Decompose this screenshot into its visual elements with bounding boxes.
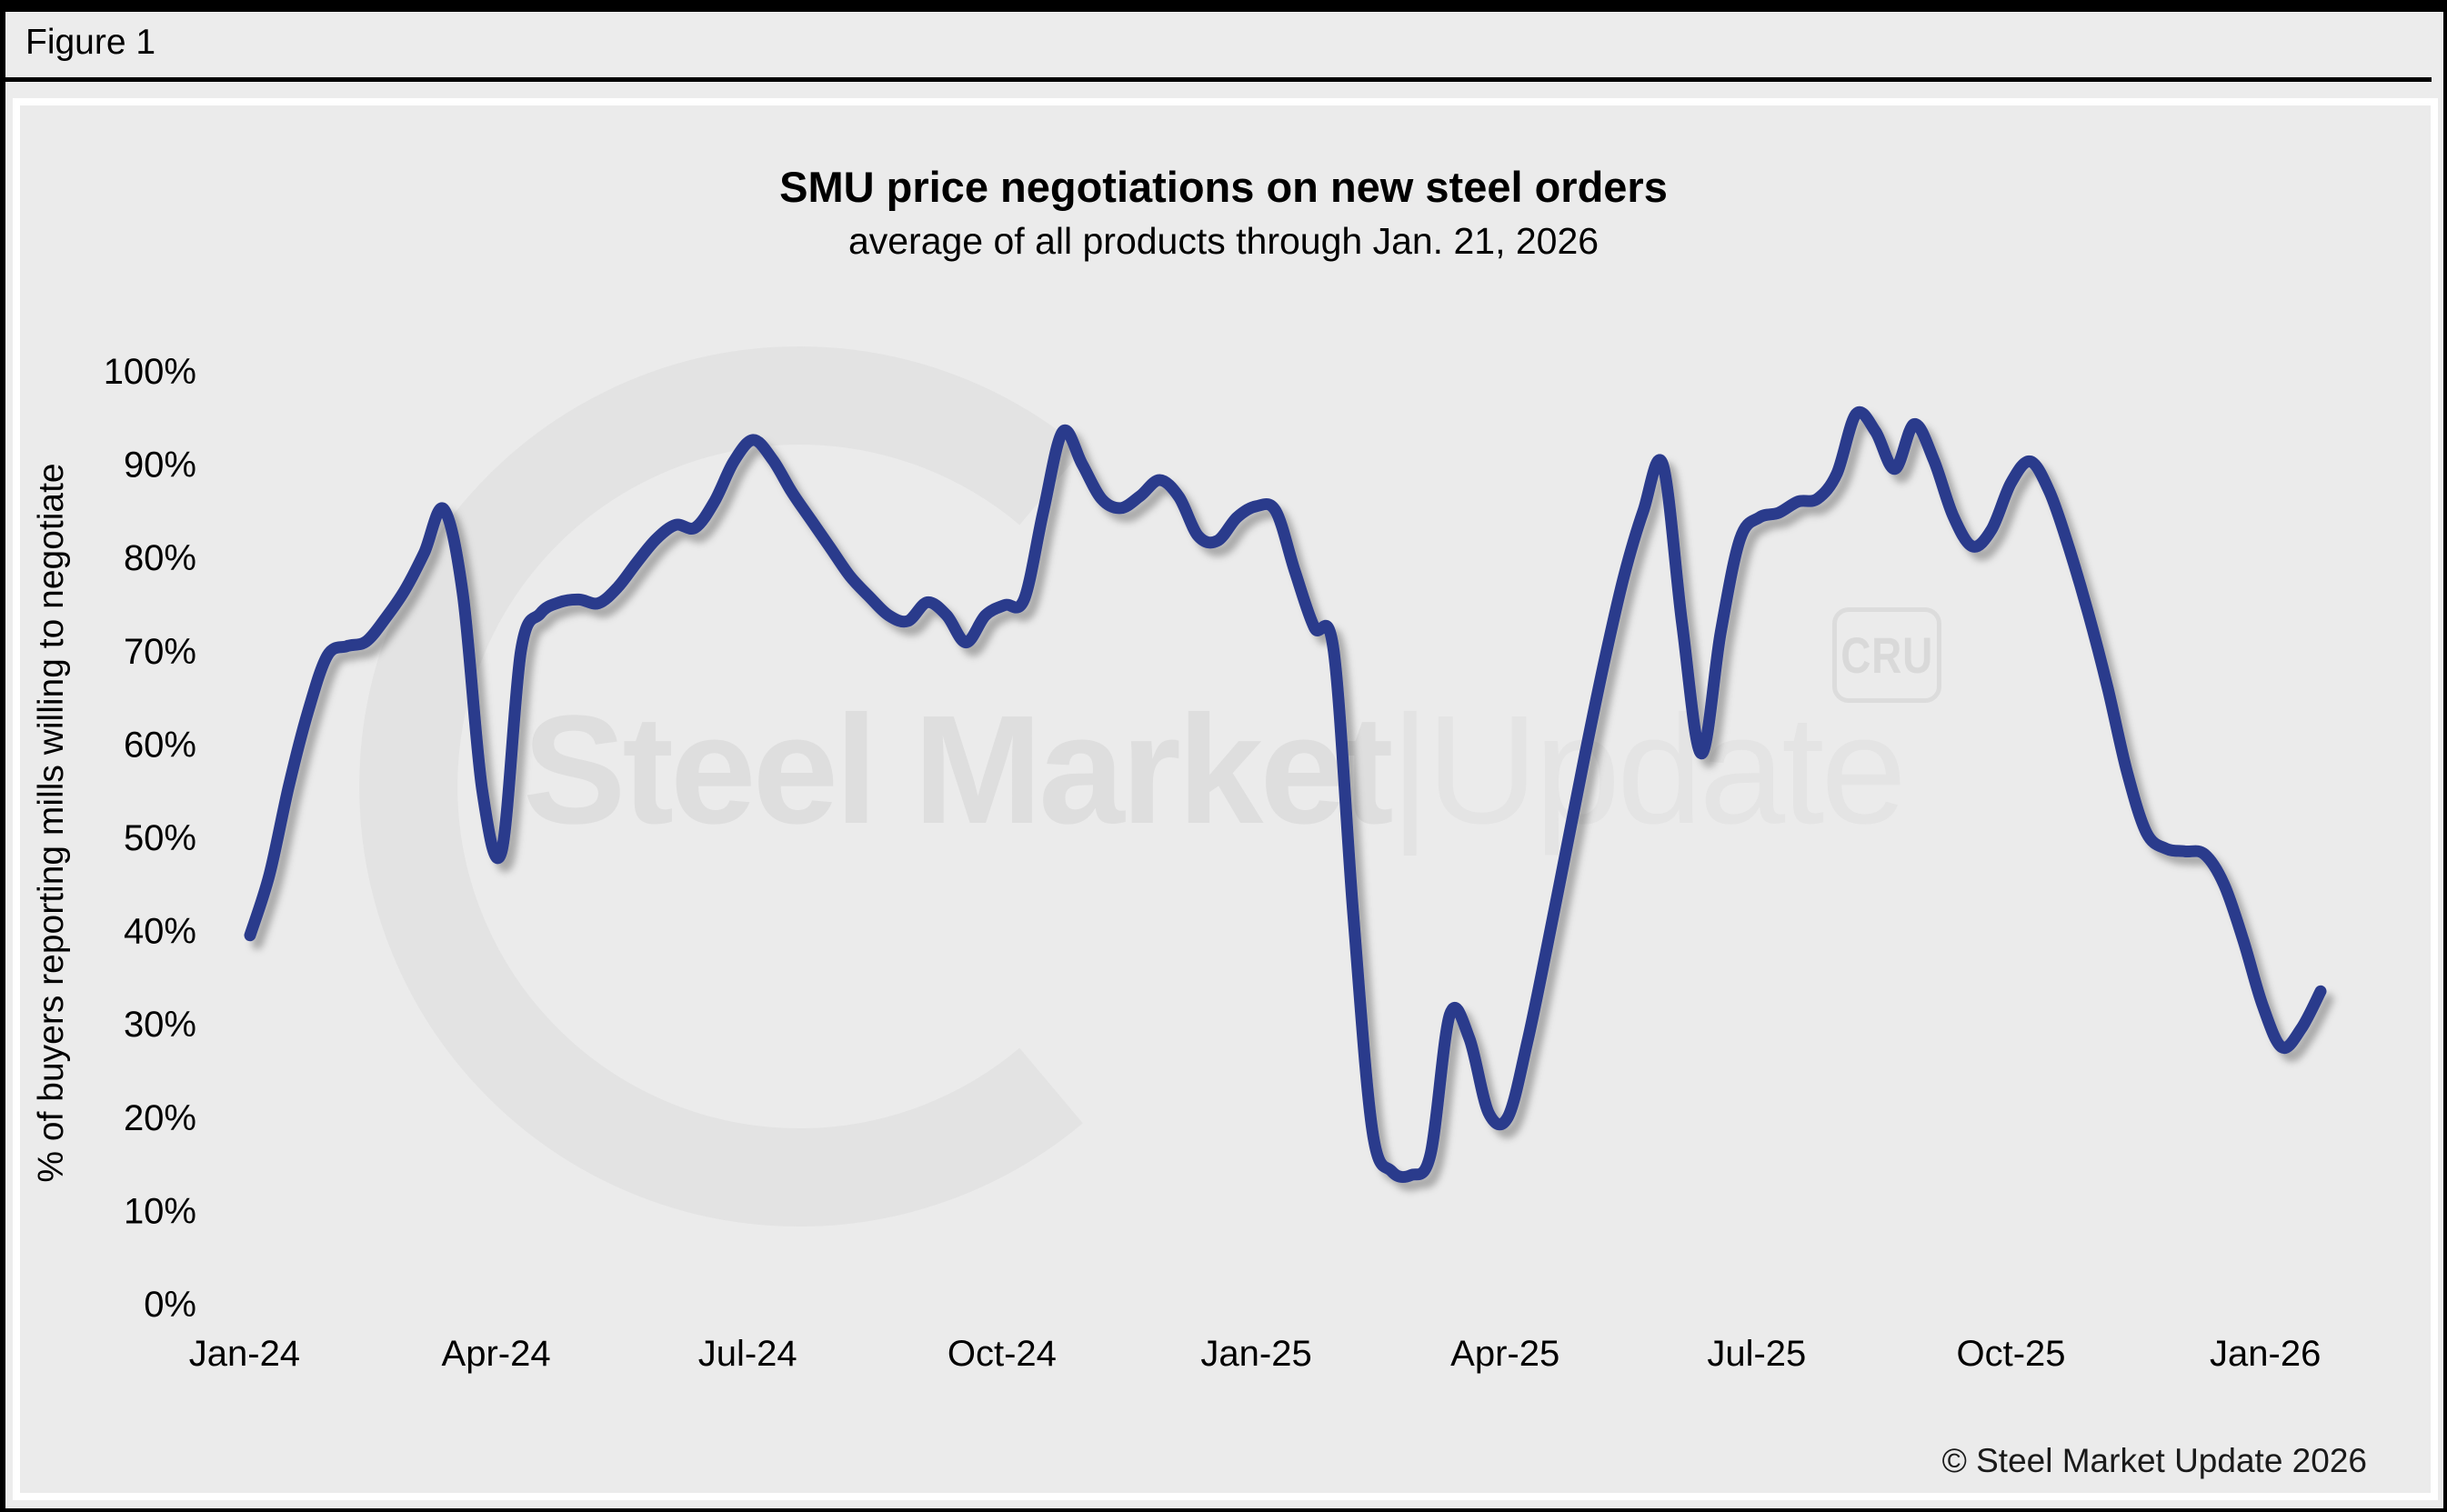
figure-label: Figure 1 <box>25 23 156 62</box>
cru-logo-text: CRU <box>1840 626 1933 684</box>
y-axis-title: % of buyers reporting mills willing to n… <box>32 463 71 1183</box>
header-divider <box>5 77 2432 82</box>
chart-subtitle: average of all products through Jan. 21,… <box>847 220 1600 262</box>
cru-logo-watermark: CRU <box>1832 607 1941 703</box>
copyright-text: © Steel Market Update 2026 <box>1941 1442 2367 1479</box>
chart-panel <box>13 98 2438 1500</box>
chart-title: SMU price negotiations on new steel orde… <box>779 163 1668 211</box>
